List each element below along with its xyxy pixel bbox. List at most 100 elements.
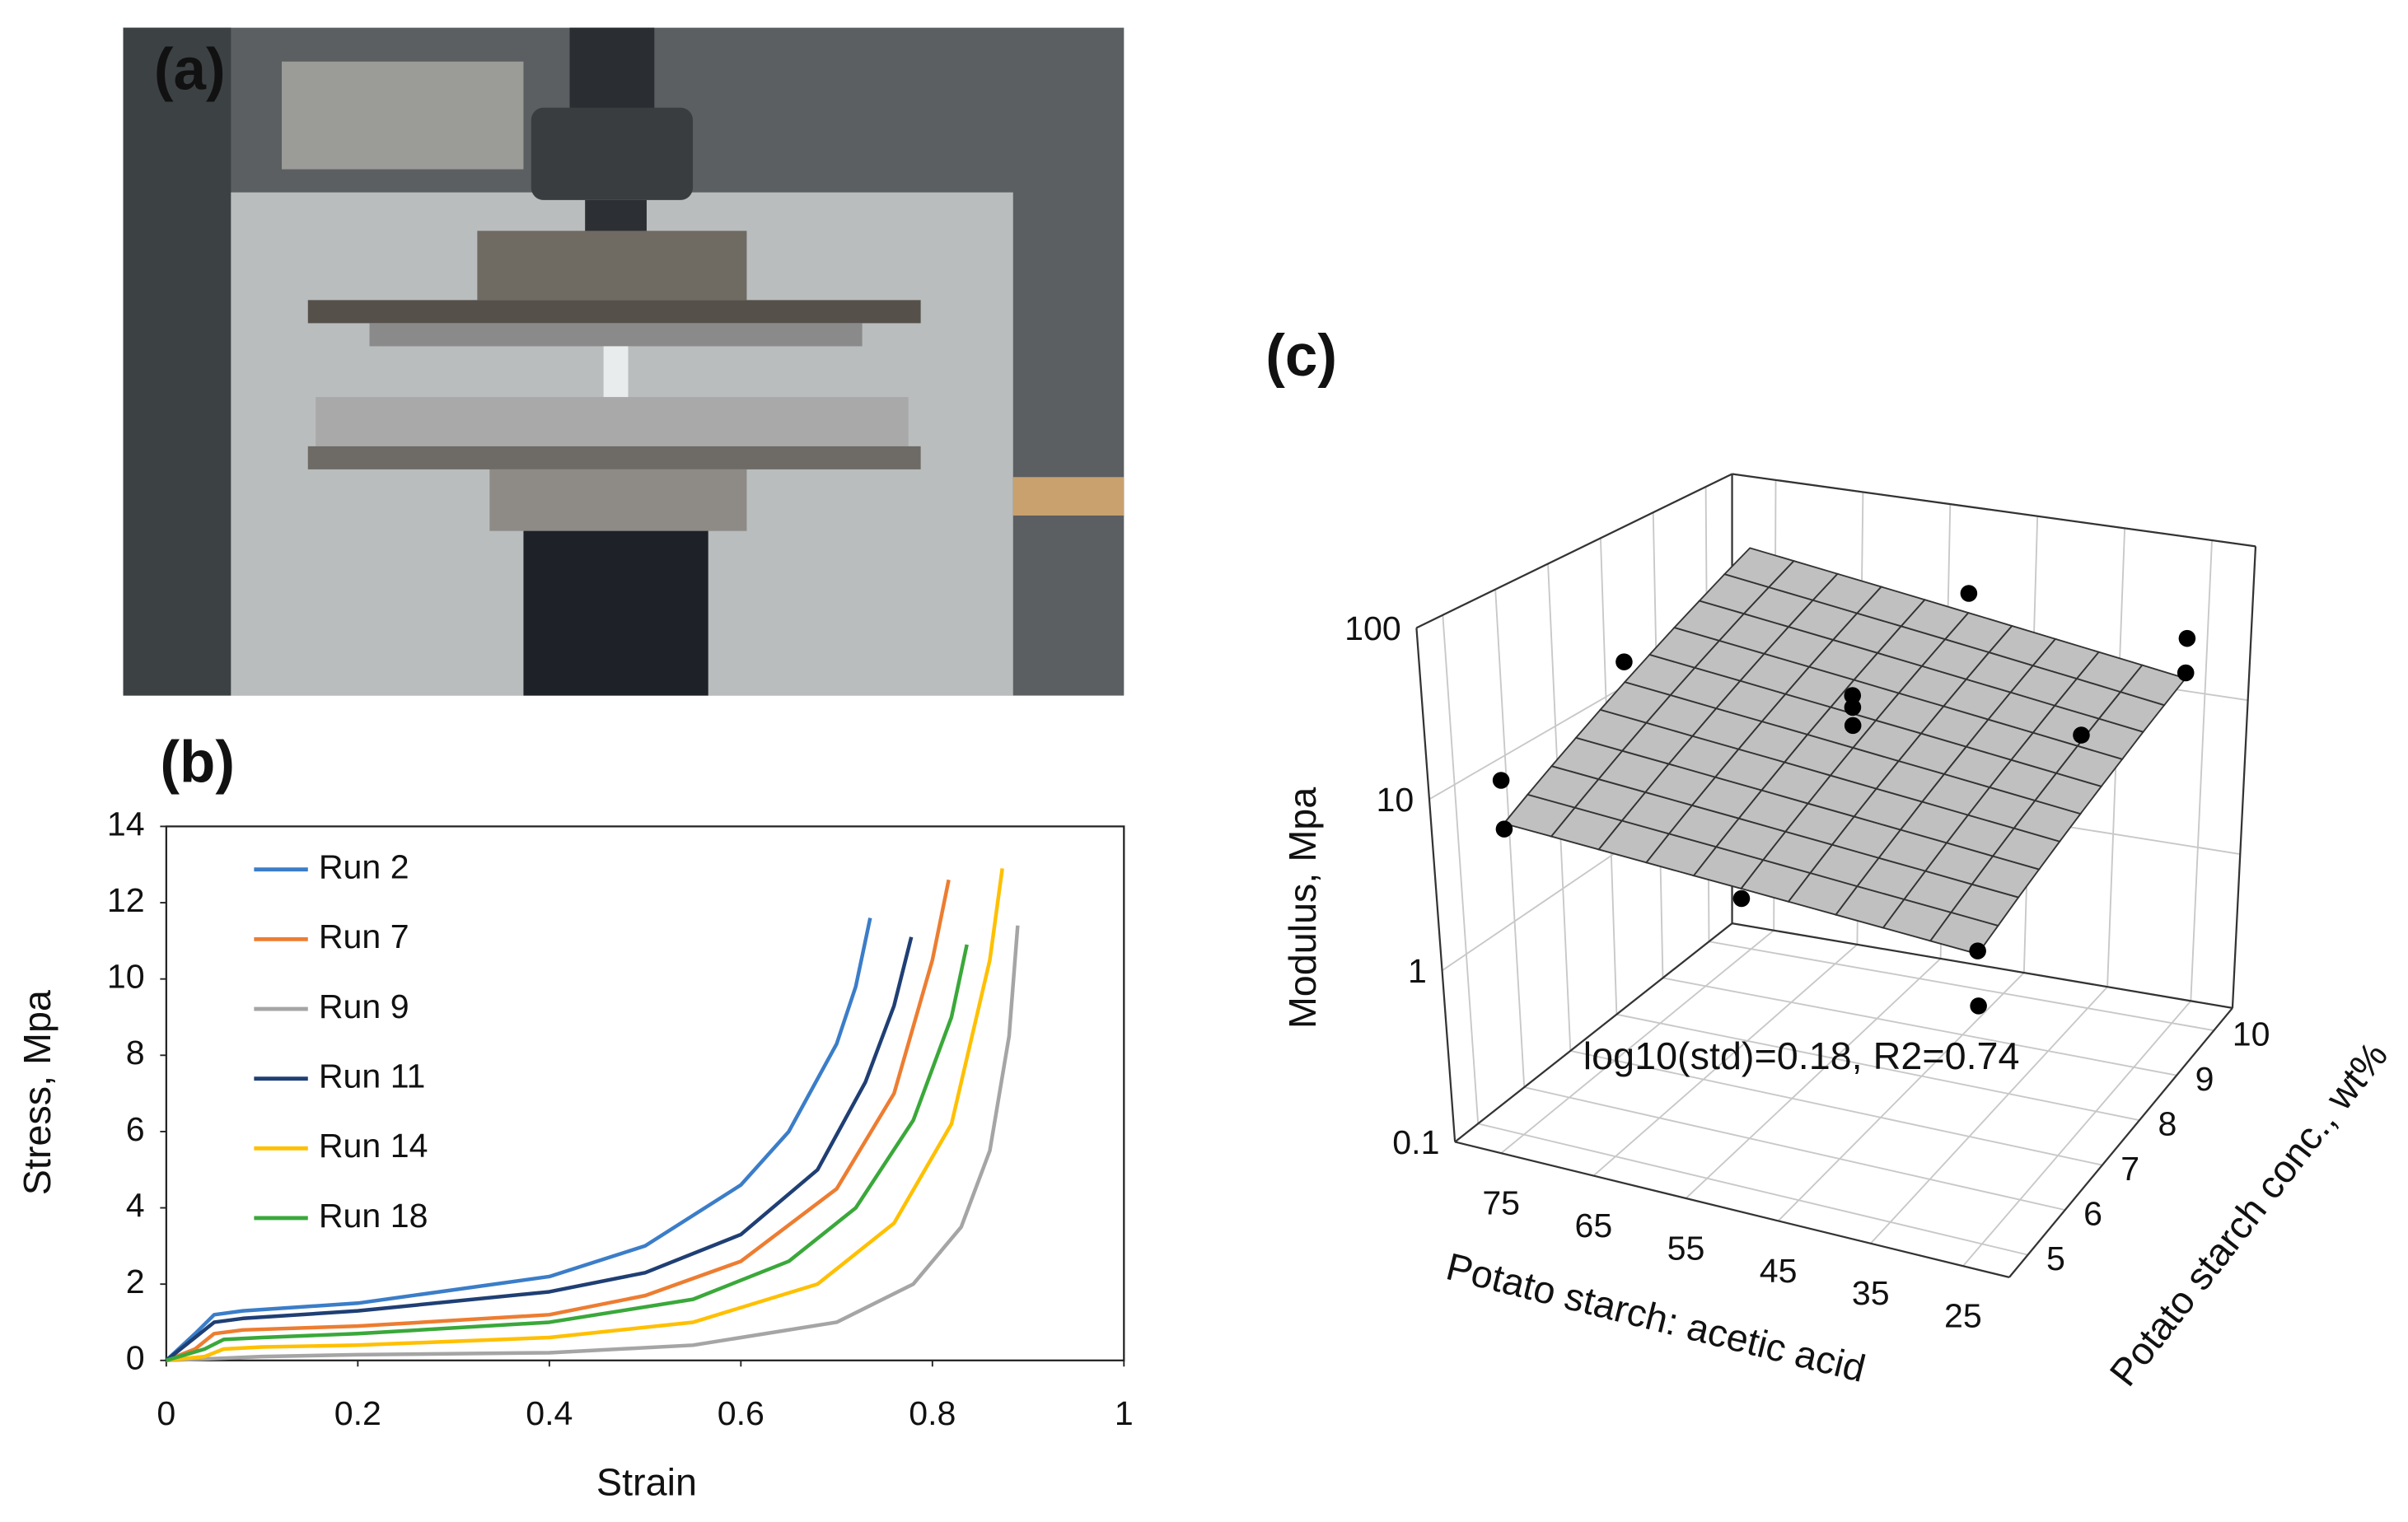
y-tick-label: 8	[2158, 1104, 2177, 1142]
photo-wall	[123, 27, 231, 696]
x-tick-label: 0.4	[526, 1394, 573, 1432]
upper-plate-face	[369, 323, 863, 347]
y-tick-label: 9	[2195, 1060, 2214, 1098]
shaft	[585, 199, 647, 235]
grid-line	[1962, 1000, 2192, 1267]
y-tick-label: 5	[2046, 1240, 2065, 1277]
upper-plate	[307, 300, 921, 324]
nut	[531, 107, 694, 200]
point	[1960, 585, 1978, 602]
grid-line	[1777, 972, 2025, 1222]
x-tick-label: 35	[1852, 1274, 1890, 1312]
grid-line	[2190, 539, 2213, 1001]
grid-line	[1592, 944, 1859, 1177]
point	[1732, 889, 1751, 908]
y-tick-label: 8	[126, 1034, 145, 1071]
point	[2177, 664, 2195, 682]
x-tick-label: 0.2	[334, 1394, 381, 1432]
lower-platen	[489, 469, 747, 531]
legend-label: Run 11	[319, 1057, 426, 1095]
axis-edge	[1732, 922, 2233, 1010]
box	[282, 61, 524, 170]
z-tick-label: 0.1	[1392, 1123, 1439, 1161]
point	[1969, 942, 1986, 959]
x-tick-label: 0.8	[909, 1394, 956, 1432]
x-tick-label: 45	[1760, 1252, 1798, 1290]
x-tick-label: 75	[1482, 1184, 1520, 1222]
point	[1844, 698, 1862, 717]
y-axis-label: Potato starch conc., wt%	[2102, 1034, 2396, 1394]
panel-label: (c)	[1265, 324, 1337, 389]
point	[1970, 997, 1987, 1015]
lower-base	[307, 446, 921, 469]
grid-line	[1870, 986, 2108, 1244]
line	[166, 925, 1020, 1363]
x-tick-label: 25	[1944, 1297, 1982, 1335]
y-tick-label: 6	[2083, 1194, 2102, 1232]
grid-line	[1570, 1049, 2103, 1166]
y-tick-label: 4	[126, 1186, 145, 1224]
grid-line	[1685, 958, 1942, 1199]
lower-plate	[316, 397, 909, 446]
y-tick-label: 10	[107, 958, 145, 996]
x-axis-label: Potato starch: acetic acid	[1442, 1244, 1870, 1390]
axis-edge	[1454, 1141, 2010, 1278]
panel-label: (b)	[160, 730, 235, 795]
z-tick-label: 100	[1344, 609, 1401, 647]
point	[2073, 726, 2090, 744]
x-tick-label: 1	[1115, 1394, 1134, 1432]
grid-line	[1709, 941, 2214, 1032]
grid-line	[1477, 1123, 2028, 1256]
plot-frame	[165, 825, 1125, 1361]
grid-line	[1500, 929, 1774, 1154]
legend-label: Run 7	[319, 917, 409, 955]
y-tick-label: 12	[107, 881, 145, 919]
legend-label: Run 2	[319, 848, 409, 886]
point	[2178, 629, 2196, 647]
line	[165, 917, 872, 1362]
grid-line	[1662, 977, 2177, 1076]
axis-edge	[1415, 628, 1456, 1142]
y-tick-label: 6	[126, 1110, 145, 1148]
lower-column	[523, 530, 708, 696]
y-tick-label: 7	[2120, 1150, 2139, 1188]
point	[1844, 717, 1862, 735]
x-tick-label: 0.6	[718, 1394, 764, 1432]
y-tick-label: 10	[2233, 1015, 2270, 1053]
point	[1615, 653, 1633, 670]
x-axis-label: Strain	[596, 1461, 697, 1504]
legend-label: Run 14	[319, 1127, 428, 1165]
annotation: log10(std)=0.18, R2=0.74	[1583, 1034, 2020, 1077]
line	[166, 879, 951, 1362]
grid-line	[1524, 1086, 2065, 1212]
x-tick-label: 65	[1574, 1207, 1612, 1244]
line	[165, 936, 914, 1362]
y-axis-label: Stress, Mpa	[16, 990, 58, 1195]
grid-line	[1616, 1013, 2140, 1122]
y-tick-label: 2	[126, 1263, 145, 1300]
point	[1492, 772, 1510, 789]
legend-label: Run 18	[319, 1197, 428, 1235]
line	[166, 868, 1004, 1363]
z-tick-label: 1	[1408, 952, 1427, 990]
legend-label: Run 9	[319, 987, 409, 1025]
column	[569, 27, 655, 113]
axis-edge	[1415, 473, 1733, 629]
grid-line	[1494, 589, 1526, 1088]
point	[1495, 820, 1513, 838]
panel-label: (a)	[154, 37, 226, 102]
upper-platen	[477, 231, 747, 301]
axis-edge	[1732, 473, 2256, 548]
point	[1844, 687, 1862, 704]
specimen	[603, 346, 629, 400]
x-tick-label: 0	[157, 1394, 175, 1432]
axis-edge	[2008, 1007, 2233, 1278]
z-axis-label: Modulus, Mpa	[1281, 787, 1324, 1029]
photo	[123, 27, 1125, 696]
grid-line	[1442, 614, 1480, 1124]
z-tick-label: 10	[1377, 781, 1414, 819]
x-tick-label: 55	[1667, 1229, 1705, 1267]
axis-edge	[1454, 922, 1733, 1143]
